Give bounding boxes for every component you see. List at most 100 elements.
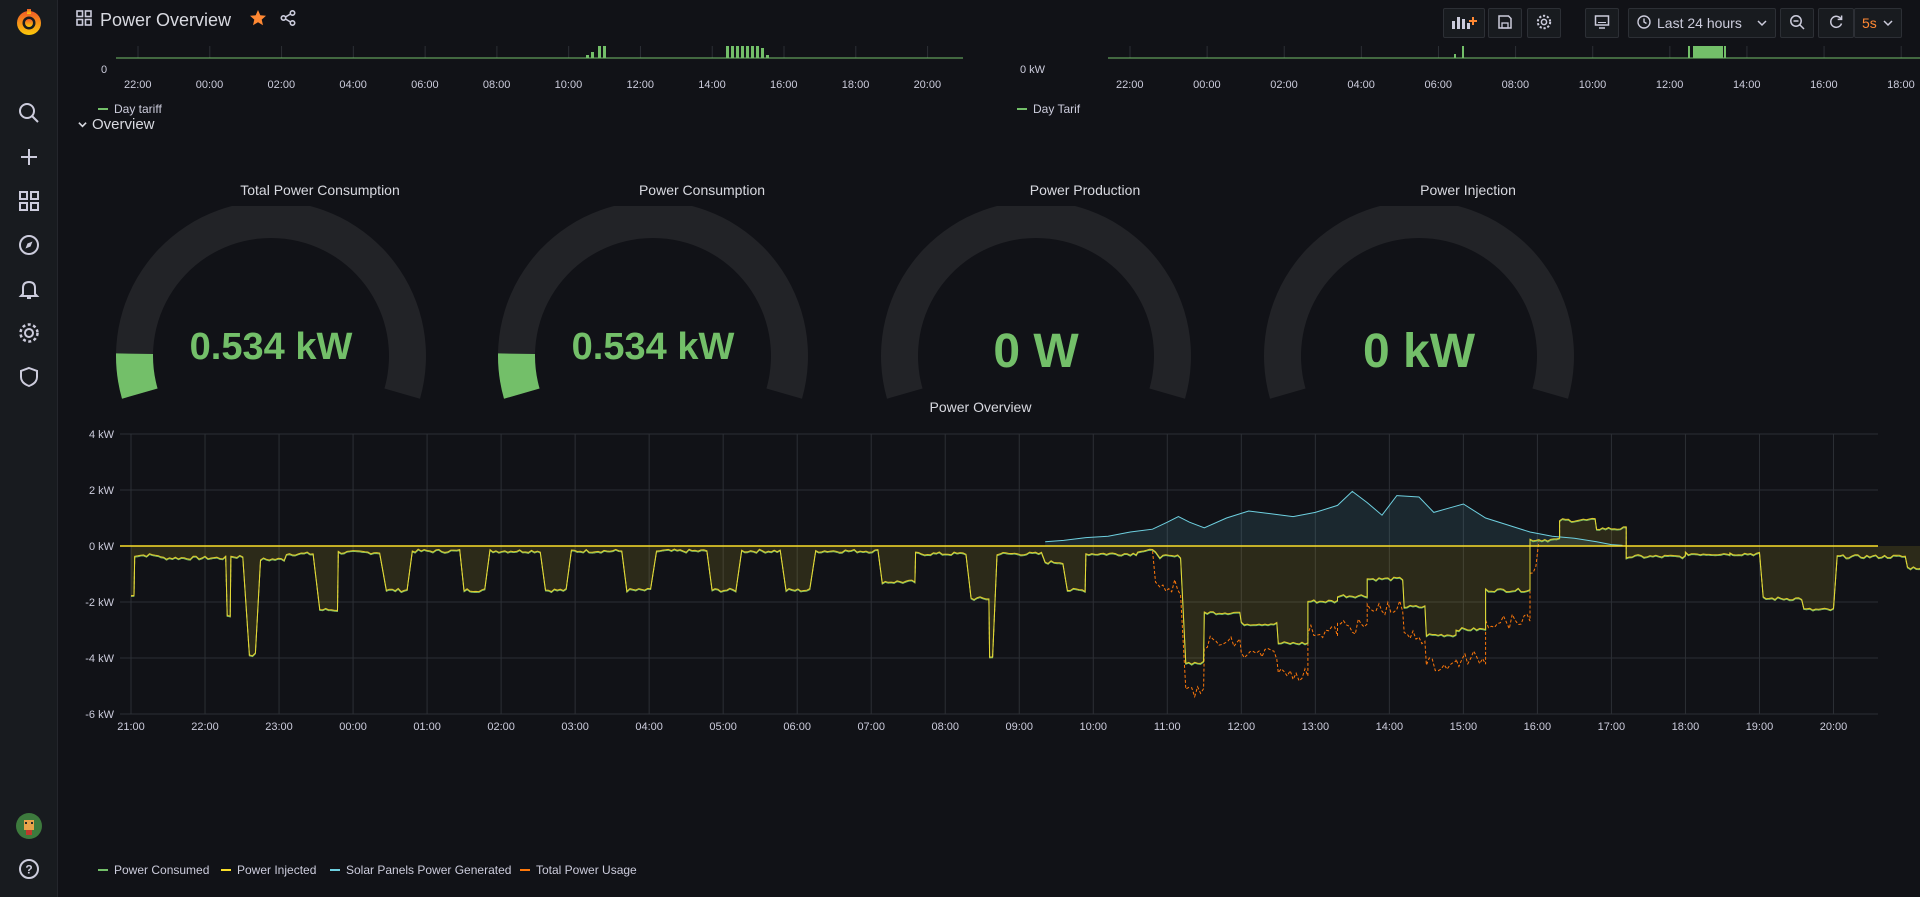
- share-icon[interactable]: [279, 9, 297, 32]
- grafana-logo-icon[interactable]: [0, 3, 58, 43]
- legend-swatch: [1017, 108, 1027, 110]
- bar: [1693, 46, 1723, 58]
- bar: [603, 46, 606, 58]
- explore-compass-icon[interactable]: [0, 225, 58, 265]
- legend-swatch: [221, 869, 231, 871]
- bar: [731, 46, 734, 58]
- x-axis-tick-label: 14:00: [1376, 721, 1404, 733]
- x-axis-tick-label: 05:00: [709, 721, 737, 733]
- gauge-track: [498, 200, 808, 399]
- x-axis-tick-label: 20:00: [1820, 721, 1848, 733]
- x-axis-tick-label: 11:00: [1154, 721, 1181, 733]
- gauge-arc: [498, 200, 808, 399]
- dashboard-settings-button[interactable]: [1527, 8, 1561, 38]
- day-tarif-chart[interactable]: [998, 46, 1920, 116]
- x-axis-tick-label: 14:00: [1732, 79, 1761, 91]
- gauge-value: 0 W: [993, 325, 1079, 378]
- day-tariff-chart[interactable]: [58, 46, 968, 116]
- x-axis-tick-label: 08:00: [482, 79, 511, 91]
- x-axis-tick-label: 12:00: [626, 79, 654, 91]
- alerting-bell-icon[interactable]: [0, 269, 58, 309]
- series-solar-panels-power-generated: [1045, 490, 1623, 546]
- bar: [726, 46, 729, 58]
- x-axis-tick-label: 18:00: [1887, 79, 1915, 91]
- series-power-injected: [130, 517, 1920, 665]
- configuration-gear-icon[interactable]: [0, 313, 58, 353]
- bar: [591, 52, 594, 58]
- legend-power-injected[interactable]: Power Injected: [221, 863, 316, 877]
- create-plus-icon[interactable]: [0, 137, 58, 177]
- gauge-arc: [115, 200, 426, 399]
- panel-title-power-injection: Power Injection: [1420, 182, 1516, 198]
- gauge-fill: [116, 353, 158, 399]
- legend-label: Day tariff: [114, 102, 162, 116]
- x-axis-tick-label: 00:00: [195, 79, 224, 91]
- x-axis-tick-label: 02:00: [267, 79, 296, 91]
- gauge-track: [115, 200, 426, 399]
- refresh-dashboard-button[interactable]: [1818, 8, 1854, 38]
- save-dashboard-button[interactable]: [1488, 8, 1522, 38]
- dashboard-nav-bar: Power Overview Last 24 hours: [58, 0, 1920, 46]
- gauge-power-production[interactable]: 0 W: [871, 200, 1201, 406]
- chevron-down-icon: [78, 116, 87, 133]
- zoom-out-icon: [1789, 14, 1805, 33]
- star-favorite-icon[interactable]: [249, 9, 267, 32]
- chevron-down-icon: [1883, 15, 1893, 31]
- x-axis-tick-label: 10:00: [1080, 721, 1108, 733]
- search-icon[interactable]: [0, 93, 58, 133]
- gauge-arc: [881, 200, 1191, 399]
- monitor-icon: [1594, 14, 1610, 33]
- x-axis-tick-label: 00:00: [1193, 79, 1221, 91]
- server-admin-shield-icon[interactable]: [0, 357, 58, 397]
- x-axis-tick-label: 07:00: [857, 721, 885, 733]
- bar: [756, 46, 759, 58]
- legend-day-tariff[interactable]: Day tariff: [98, 102, 162, 116]
- legend-solar-panels-power-generated[interactable]: Solar Panels Power Generated: [330, 863, 511, 877]
- legend-power-consumed[interactable]: Power Consumed: [98, 863, 209, 877]
- x-axis-tick-label: 16:00: [770, 79, 798, 91]
- refresh-interval-picker[interactable]: 5s: [1854, 8, 1902, 38]
- legend-day-tarif[interactable]: Day Tarif: [1017, 102, 1080, 116]
- bar: [1454, 54, 1456, 58]
- y-axis-tick-label: 4 kW: [89, 429, 115, 441]
- y-axis-tick: 0 kW: [1020, 64, 1046, 76]
- panel-title-total-power-consumption: Total Power Consumption: [240, 182, 400, 198]
- x-axis-tick-label: 23:00: [265, 721, 293, 733]
- row-overview-header[interactable]: Overview: [78, 116, 155, 133]
- gauge-total-power-consumption[interactable]: 0.534 kW: [106, 200, 436, 406]
- help-icon[interactable]: ?: [0, 849, 58, 889]
- x-axis-tick-label: 03:00: [561, 721, 589, 733]
- add-panel-button[interactable]: [1443, 8, 1485, 38]
- gauge-value: 0.534 kW: [571, 326, 735, 368]
- gauge-power-injection[interactable]: 0 kW: [1254, 200, 1584, 406]
- x-axis-tick-label: 04:00: [1347, 79, 1375, 91]
- y-axis-tick-label: -4 kW: [85, 653, 114, 665]
- legend-label: Power Injected: [237, 863, 317, 877]
- time-range-picker[interactable]: Last 24 hours: [1628, 8, 1776, 38]
- dashboard-title[interactable]: Power Overview: [100, 10, 232, 30]
- x-axis-tick-label: 08:00: [1501, 79, 1530, 91]
- user-avatar[interactable]: [0, 806, 58, 846]
- x-axis-tick-label: 22:00: [124, 79, 152, 91]
- solar-area: [1045, 491, 1623, 546]
- gauge-track: [881, 200, 1191, 399]
- gauge-fill: [498, 353, 540, 399]
- y-axis-tick-label: 2 kW: [89, 485, 115, 497]
- gauge-value: 0 kW: [1362, 325, 1476, 378]
- row-title: Overview: [92, 116, 155, 133]
- dashboards-icon[interactable]: [0, 181, 58, 221]
- time-range-label: Last 24 hours: [1657, 15, 1742, 31]
- x-axis-tick-label: 16:00: [1524, 721, 1552, 733]
- cycle-view-mode-button[interactable]: [1585, 8, 1619, 38]
- x-axis-tick-label: 06:00: [1424, 79, 1452, 91]
- panel-title-power-consumption: Power Consumption: [638, 182, 766, 198]
- legend-swatch: [98, 108, 108, 110]
- bar: [751, 46, 754, 58]
- x-axis-tick-label: 10:00: [554, 79, 583, 91]
- zoom-out-button[interactable]: [1780, 8, 1814, 38]
- x-axis-tick-label: 12:00: [1228, 721, 1256, 733]
- gauge-power-consumption[interactable]: 0.534 kW: [488, 200, 818, 406]
- bar: [1724, 46, 1726, 58]
- legend-total-power-usage[interactable]: Total Power Usage: [520, 863, 637, 877]
